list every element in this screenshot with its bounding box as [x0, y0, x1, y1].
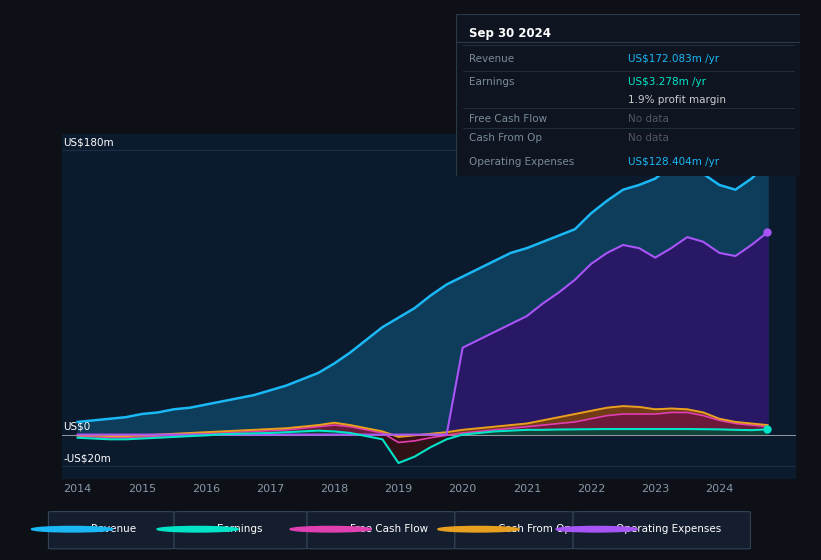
Text: US$180m: US$180m [63, 137, 114, 147]
Text: Sep 30 2024: Sep 30 2024 [470, 27, 552, 40]
Text: 1.9% profit margin: 1.9% profit margin [628, 95, 726, 105]
Text: US$172.083m /yr: US$172.083m /yr [628, 54, 719, 64]
Circle shape [438, 526, 519, 532]
Text: No data: No data [628, 114, 669, 124]
FancyBboxPatch shape [174, 512, 307, 549]
Text: Earnings: Earnings [217, 524, 263, 534]
Text: Earnings: Earnings [470, 77, 515, 87]
FancyBboxPatch shape [455, 512, 573, 549]
FancyBboxPatch shape [307, 512, 455, 549]
Text: Cash From Op: Cash From Op [498, 524, 571, 534]
Text: -US$20m: -US$20m [63, 453, 112, 463]
Circle shape [290, 526, 371, 532]
Text: Operating Expenses: Operating Expenses [470, 157, 575, 167]
Text: US$0: US$0 [63, 422, 91, 431]
Circle shape [31, 526, 112, 532]
FancyBboxPatch shape [48, 512, 174, 549]
Text: Free Cash Flow: Free Cash Flow [350, 524, 428, 534]
Text: Free Cash Flow: Free Cash Flow [470, 114, 548, 124]
Text: No data: No data [628, 133, 669, 143]
Text: Operating Expenses: Operating Expenses [616, 524, 721, 534]
Text: Cash From Op: Cash From Op [470, 133, 543, 143]
Circle shape [556, 526, 637, 532]
FancyBboxPatch shape [456, 14, 800, 176]
Text: US$3.278m /yr: US$3.278m /yr [628, 77, 706, 87]
FancyBboxPatch shape [573, 512, 750, 549]
Text: Revenue: Revenue [470, 54, 515, 64]
Text: Revenue: Revenue [91, 524, 136, 534]
Text: US$128.404m /yr: US$128.404m /yr [628, 157, 719, 167]
Circle shape [157, 526, 238, 532]
